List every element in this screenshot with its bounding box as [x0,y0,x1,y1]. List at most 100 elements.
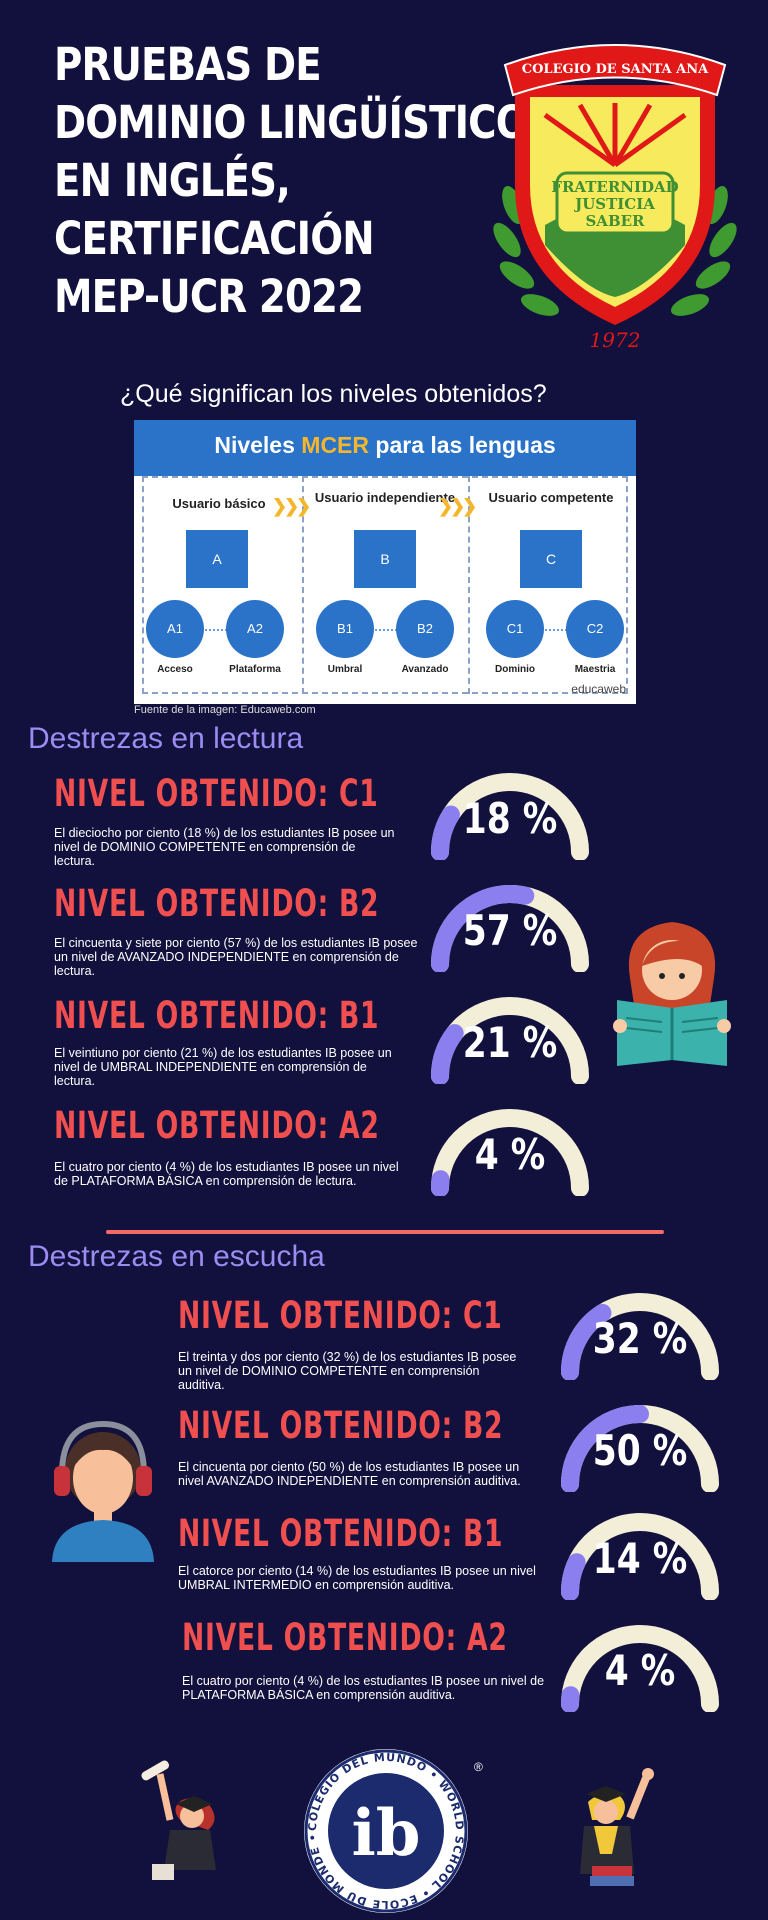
reading-level-desc: El dieciocho por ciento (18 %) de los es… [54,826,395,868]
dotted-connector [526,629,586,631]
gauge-value: 57 % [462,906,558,955]
gauge-fill [561,1405,649,1492]
listening-student-illustration [52,1420,154,1562]
title-line: EN INGLÉS, [54,154,291,207]
level-circle: C2 [566,600,624,658]
gauge-fill [430,1170,450,1196]
level-circle: A2 [226,600,284,658]
title-line: MEP-UCR 2022 [54,270,364,323]
gauge-value: 50 % [592,1426,688,1475]
reading-level-desc: El veintiuno por ciento (21 %) de los es… [54,1046,392,1088]
page-title: PRUEBAS DE DOMINIO LINGÜÍSTICO EN INGLÉS… [54,36,529,326]
reading-level-desc: El cuatro por ciento (4 %) de los estudi… [54,1160,399,1188]
gauge-arc [431,997,589,1084]
reading-level-desc: El cincuenta y siete por ciento (57 %) d… [54,936,418,978]
level-circle: A1 [146,600,204,658]
image-source: Fuente de la imagen: Educaweb.com [134,704,316,716]
gauge-arc [561,1405,719,1492]
column-divider [468,476,470,694]
graduate-boy-illustration [580,1768,654,1886]
gauge-arc [561,1293,719,1380]
level-name: Dominio [495,664,535,675]
gauge-value: 18 % [462,794,558,843]
level-name: Umbral [327,664,363,675]
level-name: Plataforma [229,664,281,675]
gauge-arc [431,773,589,860]
gauge-value: 4 % [474,1130,546,1179]
reading-level-title: NIVEL OBTENIDO: B2 [54,882,380,925]
listening-level-title: NIVEL OBTENIDO: C1 [178,1294,503,1337]
crest-motto-line: FRATERNIDAD [551,178,678,196]
listening-gauge: 14 % [555,1510,725,1600]
listening-level-title: NIVEL OBTENIDO: B1 [178,1512,504,1555]
listening-level-desc: El treinta y dos por ciento (32 %) de lo… [178,1350,517,1392]
reading-level-title: NIVEL OBTENIDO: B1 [54,994,380,1037]
reading-gauge: 4 % [425,1106,595,1196]
listening-level-title: NIVEL OBTENIDO: B2 [178,1404,504,1447]
gauge-value: 32 % [592,1314,688,1363]
ib-world-school-logo: COLEGIO DEL MUNDO • WORLD SCHOOL • ÉCOLE… [304,1749,468,1913]
crest-banner-text: COLEGIO DE SANTA ANA [522,62,709,77]
gauge-fill [431,1024,464,1084]
crest-motto-line: SABER [585,212,645,230]
reading-level-title: NIVEL OBTENIDO: A2 [54,1104,380,1147]
gauge-fill [431,885,535,972]
listening-level-title: NIVEL OBTENIDO: A2 [182,1616,508,1659]
gauge-arc [561,1513,719,1600]
gauge-value: 4 % [604,1646,676,1695]
gauge-fill [431,805,460,860]
title-line: PRUEBAS DE [54,38,322,91]
column-divider [302,476,304,694]
mcer-title: Niveles MCER para las lenguas [214,432,556,458]
registered-mark: ® [474,1760,483,1774]
gauge-value: 14 % [592,1534,688,1583]
level-name: Avanzado [401,664,449,675]
chevron-icon: ❯❯❯ [272,496,311,516]
group-label: Usuario competente [488,490,614,505]
level-group-box: C [520,530,582,588]
listening-gauge: 32 % [555,1290,725,1380]
gauge-track [431,1109,589,1196]
gauge-fill [560,1686,580,1712]
level-circle: B2 [396,600,454,658]
gauge-fill [561,1303,612,1380]
dotted-connector [360,629,420,631]
dotted-connector [194,629,254,631]
educaweb-logo: educaweb [571,682,626,696]
school-crest-logo: FRATERNIDAD JUSTICIA SABER COLEGIO DE SA… [493,44,737,352]
crest-year: 1972 [590,328,641,352]
section-divider [106,1230,664,1234]
gauge-fill [561,1553,586,1600]
mcer-frame [142,476,628,694]
level-circle: B1 [316,600,374,658]
listening-level-desc: El cincuenta por ciento (50 %) de los es… [178,1460,521,1488]
listening-level-desc: El cuatro por ciento (4 %) de los estudi… [182,1674,545,1702]
gauge-arc [430,1109,589,1196]
listening-gauge: 4 % [555,1622,725,1712]
gauge-value: 21 % [462,1018,558,1067]
level-name: Acceso [157,664,193,675]
listening-heading: Destrezas en escucha [28,1240,325,1273]
level-name: Maestria [574,664,616,675]
mcer-header [134,420,636,476]
level-group-box: B [354,530,416,588]
subtitle: ¿Qué significan los niveles obtenidos? [120,380,547,408]
reading-gauge: 57 % [425,882,595,972]
chevron-icon: ❯❯❯ [438,496,477,516]
title-line: CERTIFICACIÓN [54,212,375,265]
reading-gauge: 18 % [425,770,595,860]
graduate-girl-illustration [141,1760,216,1880]
group-label: Usuario independiente [314,490,456,505]
listening-gauge: 50 % [555,1402,725,1492]
reading-student-illustration [613,922,731,1066]
gauge-track [561,1625,719,1712]
group-label: Usuario básico [172,496,266,511]
gauge-arc [560,1625,719,1712]
ib-mark: ib [351,1796,420,1871]
level-group-box: A [186,530,248,588]
mcer-levels-image: Niveles MCER para las lenguas Usuario bá… [134,420,636,704]
gauge-arc [431,885,589,972]
crest-motto-line: JUSTICIA [573,195,655,213]
reading-level-title: NIVEL OBTENIDO: C1 [54,772,379,815]
reading-gauge: 21 % [425,994,595,1084]
